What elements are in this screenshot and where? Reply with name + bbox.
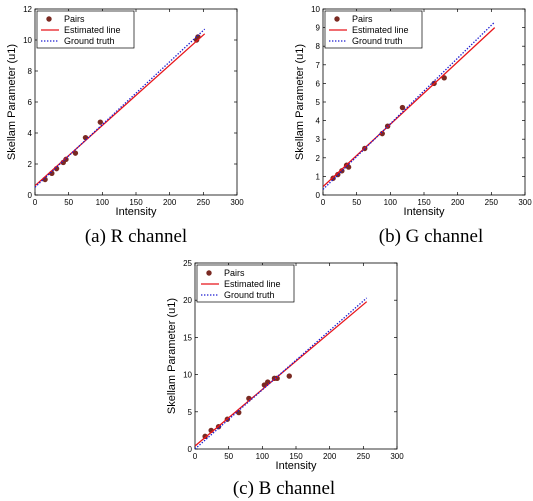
plot-area	[195, 297, 368, 449]
y-tick-label: 4	[28, 129, 33, 138]
legend-entry: Pairs	[64, 14, 85, 24]
y-tick-label: 10	[311, 5, 320, 14]
y-axis-label: Skellam Parameter (u1)	[166, 298, 178, 414]
x-tick-label: 150	[289, 452, 303, 461]
y-tick-label: 7	[316, 61, 321, 70]
y-tick-label: 2	[28, 160, 33, 169]
x-tick-label: 0	[33, 198, 38, 207]
y-tick-label: 12	[23, 5, 32, 14]
y-tick-label: 3	[316, 135, 321, 144]
legend-entry: Ground truth	[64, 36, 115, 46]
y-tick-label: 6	[316, 79, 321, 88]
x-tick-label: 150	[417, 198, 431, 207]
y-tick-label: 9	[316, 24, 321, 33]
ground-truth-line	[323, 21, 496, 190]
legend-entry: Pairs	[224, 268, 245, 278]
pair-point	[286, 373, 292, 379]
legend-entry: Pairs	[352, 14, 373, 24]
x-axis-label: Intensity	[116, 206, 157, 218]
legend-entry: Estimated line	[352, 25, 409, 35]
x-tick-label: 100	[384, 198, 398, 207]
pair-point	[399, 104, 406, 111]
x-axis-label: Intensity	[404, 206, 445, 218]
x-tick-label: 300	[518, 198, 532, 207]
legend-entry: Estimated line	[64, 25, 121, 35]
x-tick-label: 100	[96, 198, 110, 207]
y-tick-label: 10	[183, 371, 192, 380]
y-tick-label: 6	[28, 98, 33, 107]
y-tick-label: 4	[316, 117, 321, 126]
x-tick-label: 200	[323, 452, 337, 461]
ground-truth-line	[35, 28, 206, 188]
y-axis-label: Skellam Parameter (u1)	[6, 44, 18, 160]
legend-pairs-marker	[46, 16, 52, 22]
x-tick-label: 200	[163, 198, 177, 207]
x-tick-label: 50	[352, 198, 361, 207]
y-tick-label: 15	[183, 333, 192, 342]
x-tick-label: 250	[197, 198, 211, 207]
x-tick-label: 100	[256, 452, 270, 461]
y-tick-label: 8	[316, 42, 321, 51]
y-tick-label: 2	[316, 154, 321, 163]
x-tick-label: 250	[357, 452, 371, 461]
y-tick-label: 1	[316, 172, 321, 181]
y-tick-label: 8	[28, 67, 33, 76]
y-tick-label: 25	[183, 259, 192, 268]
estimated-line	[323, 27, 496, 188]
panel-caption: (a) R channel	[85, 226, 187, 247]
panel-b-channel: 0 50 100 150 200 250 300 0 5 10 15 20 25 Intensity Ske…	[166, 259, 404, 499]
x-tick-label: 250	[485, 198, 499, 207]
plot-area	[323, 21, 496, 190]
y-axis-label: Skellam Parameter (u1)	[294, 44, 306, 160]
legend-pairs-marker	[334, 16, 340, 22]
pair-point	[97, 119, 104, 125]
y-tick-label: 20	[183, 296, 192, 305]
y-tick-label: 0	[316, 191, 321, 200]
legend-entry: Ground truth	[224, 290, 275, 300]
estimated-line	[35, 33, 206, 187]
x-tick-label: 300	[390, 452, 404, 461]
panel-r-channel: 0 50 100 150 200 250 300 0 2 4 6 8 10 12 Intensity Skel…	[6, 5, 244, 247]
pair-point	[202, 433, 208, 440]
y-tick-label: 5	[316, 98, 321, 107]
x-tick-label: 50	[224, 452, 233, 461]
panel-caption: (c) B channel	[233, 478, 335, 499]
y-tick-label: 5	[188, 408, 193, 417]
panel-g-channel: 0 50 100 150 200 250 300 0 1 2 3 4 5 6 7 8 9 10 Intensity S…	[294, 5, 532, 247]
legend-pairs-marker	[206, 270, 212, 276]
ground-truth-line	[195, 297, 368, 449]
x-tick-label: 300	[230, 198, 244, 207]
y-tick-label: 10	[23, 36, 32, 45]
panel-caption: (b) G channel	[379, 226, 483, 247]
x-tick-label: 150	[129, 198, 143, 207]
plot-area	[35, 28, 206, 188]
pair-point	[72, 150, 79, 156]
x-tick-label: 200	[451, 198, 465, 207]
y-tick-label: 0	[28, 191, 33, 200]
legend-entry: Ground truth	[352, 36, 403, 46]
y-tick-label: 0	[188, 445, 193, 454]
legend-entry: Estimated line	[224, 279, 281, 289]
x-tick-label: 50	[64, 198, 73, 207]
x-tick-label: 0	[193, 452, 198, 461]
x-axis-label: Intensity	[276, 460, 317, 472]
pair-point	[274, 375, 280, 382]
pair-point	[63, 156, 69, 163]
x-tick-label: 0	[321, 198, 326, 207]
